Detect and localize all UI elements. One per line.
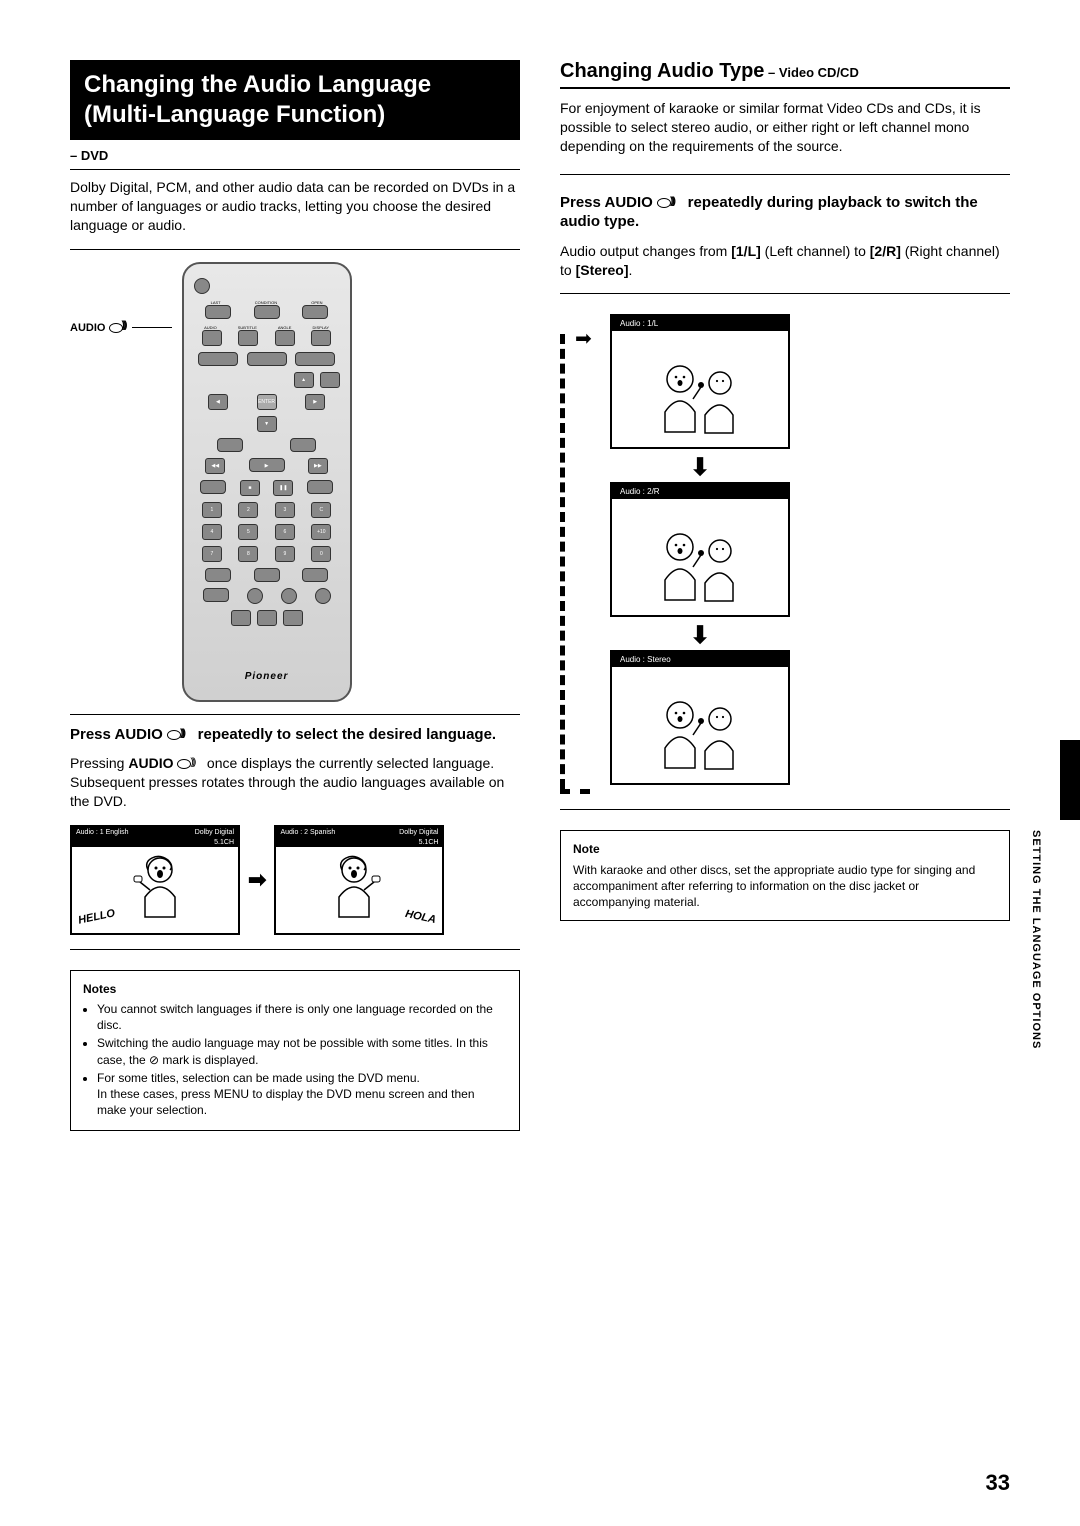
explain-left: Pressing AUDIO once displays the current… <box>70 754 520 811</box>
remote-diagram: AUDIO LASTCONDITIONOPEN AUDIOSUBTITLEANG… <box>70 249 520 715</box>
note-title: Note <box>573 841 997 857</box>
notes-title: Notes <box>83 981 507 997</box>
bar-sub: 5.1CH <box>72 838 238 847</box>
screen-bar: Audio : 2 Spanish Dolby Digital <box>276 827 442 838</box>
intro-text-left: Dolby Digital, PCM, and other audio data… <box>70 178 520 235</box>
audio-label-text: AUDIO <box>70 322 105 334</box>
arrow-down-icon: ⬇ <box>690 453 710 482</box>
duo-icon <box>645 357 755 437</box>
screen-english: Audio : 1 English Dolby Digital 5.1CH HE… <box>70 825 240 935</box>
separator <box>560 174 1010 175</box>
audio-icon <box>109 323 123 333</box>
speech-bubble: HELLO <box>77 907 116 926</box>
pointer-line <box>132 327 172 328</box>
person-icon <box>324 852 394 922</box>
note-box-right: Note With karaoke and other discs, set t… <box>560 830 1010 921</box>
audio-icon <box>167 730 181 740</box>
side-section-label: SETTING THE LANGUAGE OPTIONS <box>1030 830 1042 1049</box>
audio-button-label: AUDIO <box>70 322 172 334</box>
bar-right: Dolby Digital <box>399 829 438 836</box>
side-tab <box>1060 740 1080 820</box>
bar-sub: 5.1CH <box>276 838 442 847</box>
title-main: Changing Audio Type <box>560 60 764 82</box>
explain-pre: Pressing <box>70 755 128 771</box>
screen-bar: Audio : 2/R <box>612 484 788 499</box>
title-sub: – Video CD/CD <box>764 65 858 80</box>
bar-left: Audio : 2 Spanish <box>280 829 335 836</box>
screen-2r: Audio : 2/R <box>610 482 790 617</box>
loop-arrow-icon: ➡ <box>575 326 592 351</box>
note-text: Switching the audio language may not be … <box>97 1036 488 1066</box>
bar-left: Audio : 1 English <box>76 829 129 836</box>
page-content: Changing the Audio Language (Multi-Langu… <box>70 60 1010 1131</box>
screen-bar: Audio : 1/L <box>612 316 788 331</box>
speech-bubble: HOLA <box>404 908 437 926</box>
screen-stereo: Audio : Stereo <box>610 650 790 785</box>
audio-icon <box>177 759 191 769</box>
audio-icon <box>657 198 671 208</box>
remote-control: LASTCONDITIONOPEN AUDIOSUBTITLEANGLEDISP… <box>182 262 352 702</box>
section-heading-right: Changing Audio Type – Video CD/CD <box>560 60 1010 89</box>
screens-column: Audio : 1/L ⬇ Audi <box>610 314 790 789</box>
right-column: Changing Audio Type – Video CD/CD For en… <box>560 60 1010 1131</box>
note-text: For some titles, selection can be made u… <box>97 1071 475 1117</box>
instruction-right: Press AUDIO repeatedly during playback t… <box>560 193 1010 232</box>
notes-box-left: Notes You cannot switch languages if the… <box>70 970 520 1132</box>
language-screens: Audio : 1 English Dolby Digital 5.1CH HE… <box>70 825 520 950</box>
intro-text-right: For enjoyment of karaoke or similar form… <box>560 99 1010 156</box>
duo-icon <box>645 693 755 773</box>
dvd-subhead: – DVD <box>70 148 520 170</box>
explain-right: Audio output changes from [1/L] (Left ch… <box>560 242 1010 280</box>
note-item: Switching the audio language may not be … <box>97 1035 507 1067</box>
note-text: With karaoke and other discs, set the ap… <box>573 862 997 911</box>
audio-type-screens: ➡ Audio : 1/L <box>560 293 1010 810</box>
loop-bottom <box>560 789 590 794</box>
duo-icon <box>645 525 755 605</box>
note-item: You cannot switch languages if there is … <box>97 1001 507 1033</box>
bar-right: Dolby Digital <box>195 829 234 836</box>
screen-1l: Audio : 1/L <box>610 314 790 449</box>
note-item: For some titles, selection can be made u… <box>97 1070 507 1119</box>
instr-pre: Press AUDIO <box>70 726 167 743</box>
screen-spanish: Audio : 2 Spanish Dolby Digital 5.1CH HO… <box>274 825 444 935</box>
explain-bold: AUDIO <box>128 755 173 771</box>
notes-list: You cannot switch languages if there is … <box>83 1001 507 1118</box>
arrow-down-icon: ⬇ <box>690 621 710 650</box>
instruction-left: Press AUDIO repeatedly to select the des… <box>70 725 520 745</box>
instr-pre: Press AUDIO <box>560 194 657 211</box>
instr-post: repeatedly to select the desired languag… <box>194 726 497 743</box>
section-heading-left: Changing the Audio Language (Multi-Langu… <box>70 60 520 140</box>
left-column: Changing the Audio Language (Multi-Langu… <box>70 60 520 1131</box>
person-icon <box>120 852 190 922</box>
screen-bar: Audio : Stereo <box>612 652 788 667</box>
remote-brand: Pioneer <box>184 671 350 682</box>
screen-bar: Audio : 1 English Dolby Digital <box>72 827 238 838</box>
arrow-right-icon: ➡ <box>248 867 266 893</box>
loop-indicator: ➡ <box>560 334 590 789</box>
page-number: 33 <box>986 1470 1010 1496</box>
